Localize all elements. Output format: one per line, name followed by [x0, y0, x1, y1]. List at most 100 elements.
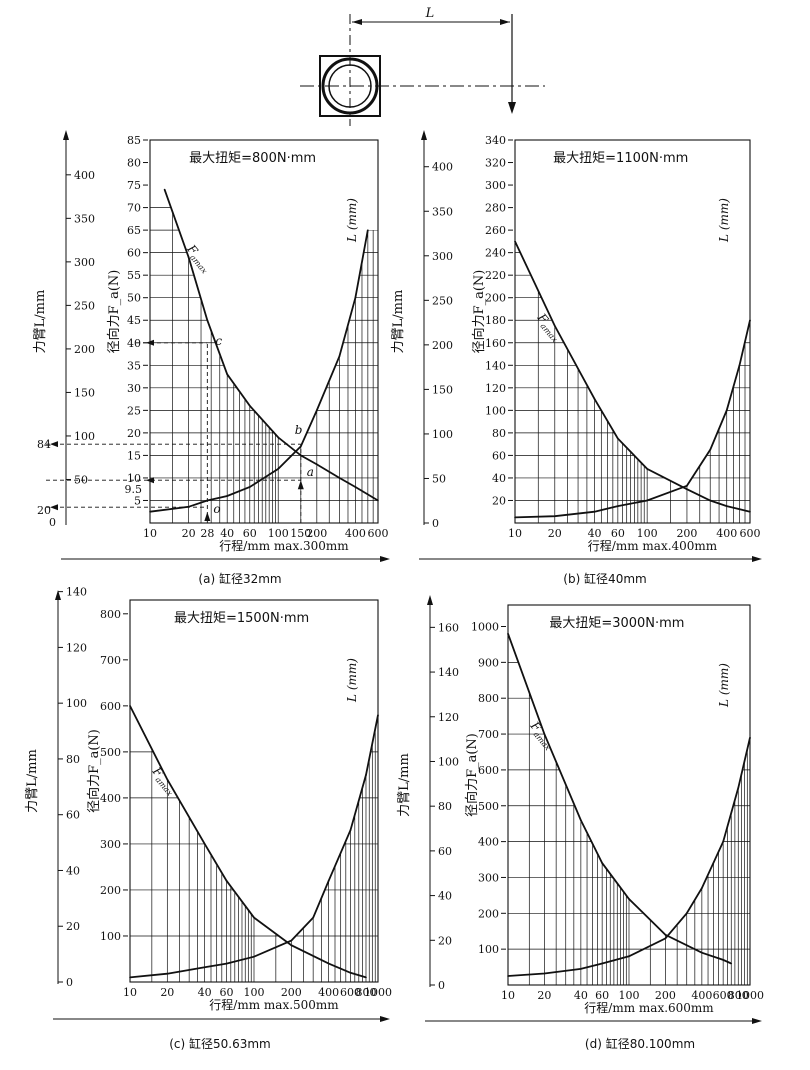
force-point [701, 951, 703, 954]
x-tick-label: 10 [143, 527, 157, 540]
arm-tick-label: 0 [438, 979, 445, 992]
force-tick-label: 100 [485, 404, 506, 417]
force-tick-label: 30 [127, 382, 141, 395]
x-tick-label: 1000 [736, 989, 764, 1002]
force-point [722, 959, 724, 961]
arm-point [553, 515, 556, 518]
arm-point [601, 962, 603, 965]
force-tick-label: 340 [485, 134, 506, 147]
arm-tick-label: 40 [66, 864, 80, 877]
force-point [377, 499, 379, 502]
arm-point [664, 937, 667, 940]
force-tick-label: 45 [127, 314, 141, 327]
x-tick-label: 60 [243, 527, 257, 540]
force-tick-label: 85 [127, 134, 141, 147]
force-axis-label: 径向力F_a(N) [106, 270, 122, 354]
arm-tick-label: 150 [432, 383, 453, 396]
arm-point [349, 829, 352, 831]
force-tick-label: 300 [478, 871, 499, 884]
x-tick-label: 200 [676, 527, 697, 540]
force-tick-label: 1000 [471, 621, 499, 634]
arm-point [514, 516, 516, 519]
arm-mark-label: 84 [37, 438, 51, 451]
force-tick-label: 300 [485, 179, 506, 192]
arm-axis-label: 力臂L/mm [397, 753, 412, 817]
arm-tick-label: 140 [438, 666, 459, 679]
guide-arrow [297, 480, 304, 490]
force-axis-label: 径向力F_a(N) [86, 729, 102, 813]
arm-point [253, 955, 255, 958]
x-tick-label: 800 [355, 986, 376, 999]
arm-point [593, 510, 596, 513]
x-axis-arrow-head [752, 1018, 762, 1024]
arm-axis-arrow [63, 130, 69, 140]
force-tick-label: 100 [478, 943, 499, 956]
arm-point [725, 409, 728, 412]
force-curve [507, 633, 732, 965]
arm-tick-label: 200 [74, 343, 95, 356]
arm-curve [149, 229, 369, 513]
arm-point [685, 912, 688, 915]
arm-tick-label: 60 [438, 845, 452, 858]
x-axis-arrow-head [380, 556, 390, 562]
x-tick-label: 60 [219, 986, 233, 999]
plot-frame [129, 599, 379, 983]
arm-point [166, 972, 169, 975]
arm-curve-label: L (mm) [345, 198, 359, 243]
x-tick-label: 28 [200, 527, 214, 540]
arm-tick-label: 100 [74, 430, 95, 443]
force-mark-label: 9.5 [125, 483, 143, 496]
arm-point [277, 468, 280, 470]
arm-curve-label: L (mm) [717, 198, 731, 243]
chart-panels: 5 10 15 20 25 30 35 40 45 50 55 60 65 70 75 80 85 径向力F_a(… [25, 130, 764, 1051]
force-tick-label: 55 [127, 269, 141, 282]
force-point [163, 188, 166, 191]
x-axis-label: 行程/mm max.300mm [219, 538, 349, 553]
force-point [277, 436, 280, 439]
force-point [187, 256, 190, 258]
force-tick-label: 80 [492, 427, 506, 440]
point-label: o [213, 502, 220, 516]
force-point [686, 488, 688, 491]
arm-point [225, 962, 228, 965]
force-tick-label: 120 [485, 382, 506, 395]
x-tick-label: 600 [713, 989, 734, 1002]
arm-tick-label: 200 [432, 339, 453, 352]
force-tick-label: 500 [478, 800, 499, 813]
force-tick-label: 800 [478, 692, 499, 705]
chart-panel-a: 5 10 15 20 25 30 35 40 45 50 55 60 65 70 75 80 85 径向力F_a(… [33, 130, 390, 586]
x-tick-label: 400 [691, 989, 712, 1002]
force-point [300, 454, 302, 457]
x-tick-label: 20 [160, 986, 174, 999]
x-tick-label: 400 [318, 986, 339, 999]
force-point [203, 843, 206, 845]
force-point [617, 437, 619, 440]
force-tick-label: 900 [478, 656, 499, 669]
x-axis-label: 行程/mm max.400mm [588, 538, 718, 553]
force-point [730, 962, 733, 965]
force-tick-label: 60 [492, 449, 506, 462]
force-curve-label-sub: amax [539, 322, 560, 345]
force-point [338, 477, 341, 479]
dimension-label: L [425, 6, 435, 21]
chart-panel-b: 2040608010012014016018020022024026028030… [391, 130, 762, 586]
arm-point [338, 355, 341, 358]
force-tick-label: 600 [478, 764, 499, 777]
x-tick-label: 800 [728, 989, 749, 1002]
arm-tick-label: 80 [66, 753, 80, 766]
guide-arrow [50, 504, 58, 511]
force-tick-label: 700 [478, 728, 499, 741]
force-point [226, 373, 228, 376]
arm-tick-label: 350 [74, 212, 95, 225]
force-tick-label: 40 [127, 337, 141, 350]
chart-caption: (b) 缸径40mm [563, 571, 646, 586]
x-tick-label: 20 [182, 527, 196, 540]
x-tick-label: 40 [220, 527, 234, 540]
point-label: b [295, 423, 303, 437]
arm-tick-label: 40 [438, 890, 452, 903]
force-axis-label: 径向力F_a(N) [471, 270, 487, 354]
force-point [129, 705, 131, 707]
arm-axis-arrow [427, 595, 433, 605]
plot-frame [149, 139, 379, 524]
arm-tick-label: 120 [66, 641, 87, 654]
